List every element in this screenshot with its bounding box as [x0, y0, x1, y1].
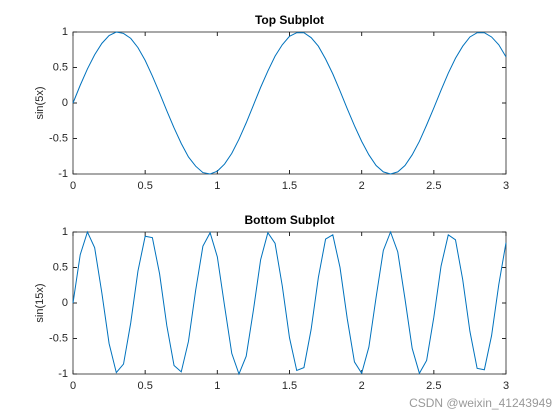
x-tick-label: 1	[214, 180, 220, 192]
x-tick-label: 0.5	[138, 180, 153, 192]
y-axis-label: sin(5x)	[34, 86, 46, 119]
x-tick-label: 1	[214, 380, 220, 392]
series-line	[72, 230, 507, 376]
y-tick-label: 0	[62, 297, 68, 309]
y-tick-label: -0.5	[49, 332, 68, 344]
x-tick-label: 0.5	[138, 380, 153, 392]
y-tick-label: 1	[62, 226, 68, 238]
x-tick-label: 0	[70, 180, 76, 192]
x-tick-label: 2.5	[426, 180, 441, 192]
x-tick-label: 3	[503, 180, 509, 192]
subplot-title: Bottom Subplot	[245, 213, 335, 227]
y-tick-label: 0	[62, 97, 68, 109]
series-line	[72, 31, 507, 175]
y-tick-label: 1	[62, 26, 68, 38]
y-tick-label: 0.5	[53, 261, 68, 273]
subplot-title: Top Subplot	[255, 13, 324, 27]
axes-background	[73, 32, 506, 174]
watermark: CSDN @weixin_41243949	[409, 396, 552, 410]
x-tick-label: 0	[70, 380, 76, 392]
axes-background	[73, 232, 506, 374]
y-tick-label: -1	[58, 368, 68, 380]
y-tick-label: 0.5	[53, 61, 68, 73]
y-axis-label: sin(15x)	[34, 283, 46, 322]
x-tick-label: 2.5	[426, 380, 441, 392]
x-tick-label: 2	[359, 180, 365, 192]
x-tick-label: 1.5	[282, 380, 297, 392]
y-tick-label: -1	[58, 168, 68, 180]
y-tick-label: -0.5	[49, 132, 68, 144]
x-tick-label: 2	[359, 380, 365, 392]
x-tick-label: 3	[503, 380, 509, 392]
x-tick-label: 1.5	[282, 180, 297, 192]
